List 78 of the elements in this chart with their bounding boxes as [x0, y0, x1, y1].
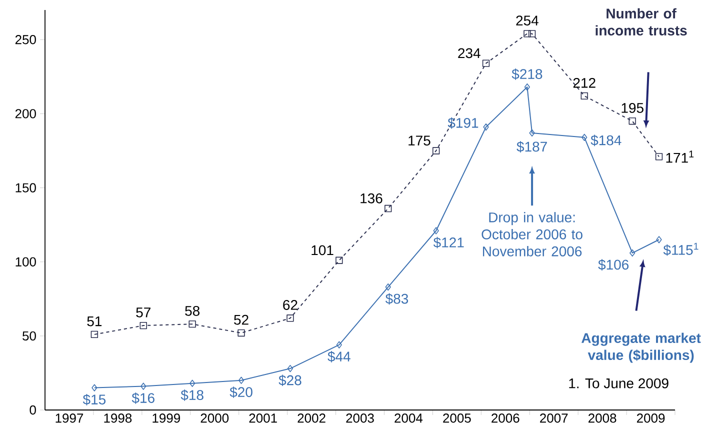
point	[286, 314, 294, 322]
point	[628, 118, 636, 125]
data-label: $187	[516, 141, 547, 152]
point	[188, 320, 196, 328]
y-tick-label: 50	[22, 331, 36, 341]
x-tick-label: 2005	[443, 414, 471, 423]
x-tick-label: 2003	[346, 414, 374, 423]
point	[483, 123, 489, 131]
point	[90, 330, 98, 338]
point	[528, 30, 536, 38]
point	[655, 153, 663, 160]
y-tick-label: 0	[30, 405, 36, 415]
data-label: $106	[598, 259, 629, 270]
data-label: $28	[278, 374, 302, 386]
point	[524, 30, 531, 38]
data-label: 175	[408, 136, 430, 146]
data-label: $121	[433, 236, 464, 248]
point	[287, 364, 294, 372]
point	[482, 60, 490, 67]
x-tick-label: 1997	[56, 414, 84, 423]
data-label: 101	[312, 245, 334, 256]
data-label: $191	[448, 117, 478, 129]
data-label: $184	[590, 134, 622, 146]
data-label: 234	[458, 48, 480, 58]
x-tick-label: 2001	[249, 414, 277, 423]
point	[384, 204, 392, 212]
x-tick-label: 2009	[636, 414, 665, 423]
point	[336, 341, 342, 348]
data-label: 195	[622, 102, 644, 113]
data-label: 136	[360, 193, 382, 204]
data-label: 52	[234, 314, 248, 325]
x-tick-label: 2002	[298, 414, 326, 423]
point	[432, 147, 440, 154]
point	[656, 236, 662, 244]
x-tick-label: 1999	[152, 414, 180, 423]
point	[190, 380, 196, 387]
point	[630, 249, 636, 257]
data-label: $83	[385, 293, 408, 305]
data-label: 212	[573, 78, 596, 88]
point	[582, 134, 588, 142]
point	[92, 384, 98, 392]
point	[238, 329, 245, 337]
data-label: $18	[180, 390, 204, 401]
y-tick-label: 200	[15, 109, 36, 118]
x-tick-label: 2008	[588, 414, 616, 423]
data-label: $44	[328, 351, 350, 362]
point	[238, 376, 244, 384]
point	[140, 382, 146, 390]
x-tick-label: 2006	[492, 414, 520, 423]
annotation: Drop in value: October 2006 to November 2006	[482, 212, 582, 256]
data-label: 171$^{1}$	[666, 150, 694, 163]
y-tick-label: 100	[16, 257, 36, 266]
data-label: $15	[82, 394, 106, 406]
point	[580, 92, 588, 100]
data-label: 57	[136, 308, 150, 318]
data-label: 51	[87, 316, 102, 326]
data-label: $218	[512, 68, 542, 80]
point	[433, 227, 439, 234]
annotation: 1. To June 2009	[569, 378, 668, 388]
y-tick-label: 150	[16, 183, 36, 192]
y-tick-label: 250	[15, 35, 36, 44]
x-tick-label: 2007	[540, 414, 568, 423]
point	[529, 129, 535, 137]
data-label: 58	[185, 306, 200, 316]
x-tick-label: 1998	[104, 414, 132, 423]
data-label: $16	[132, 392, 154, 404]
point	[336, 256, 343, 264]
text: Aggregate market value ($billions)	[582, 332, 701, 363]
data-label: 254	[516, 16, 538, 26]
data-label: $20	[230, 386, 252, 398]
data-label: $115$^{1}$	[663, 242, 698, 256]
x-tick-label: 2004	[394, 414, 423, 423]
text: Number of income trusts	[596, 8, 687, 36]
data-label: 62	[283, 300, 298, 310]
point	[140, 322, 147, 330]
point	[385, 283, 391, 291]
point	[524, 83, 530, 91]
x-tick-label: 2000	[200, 414, 229, 423]
